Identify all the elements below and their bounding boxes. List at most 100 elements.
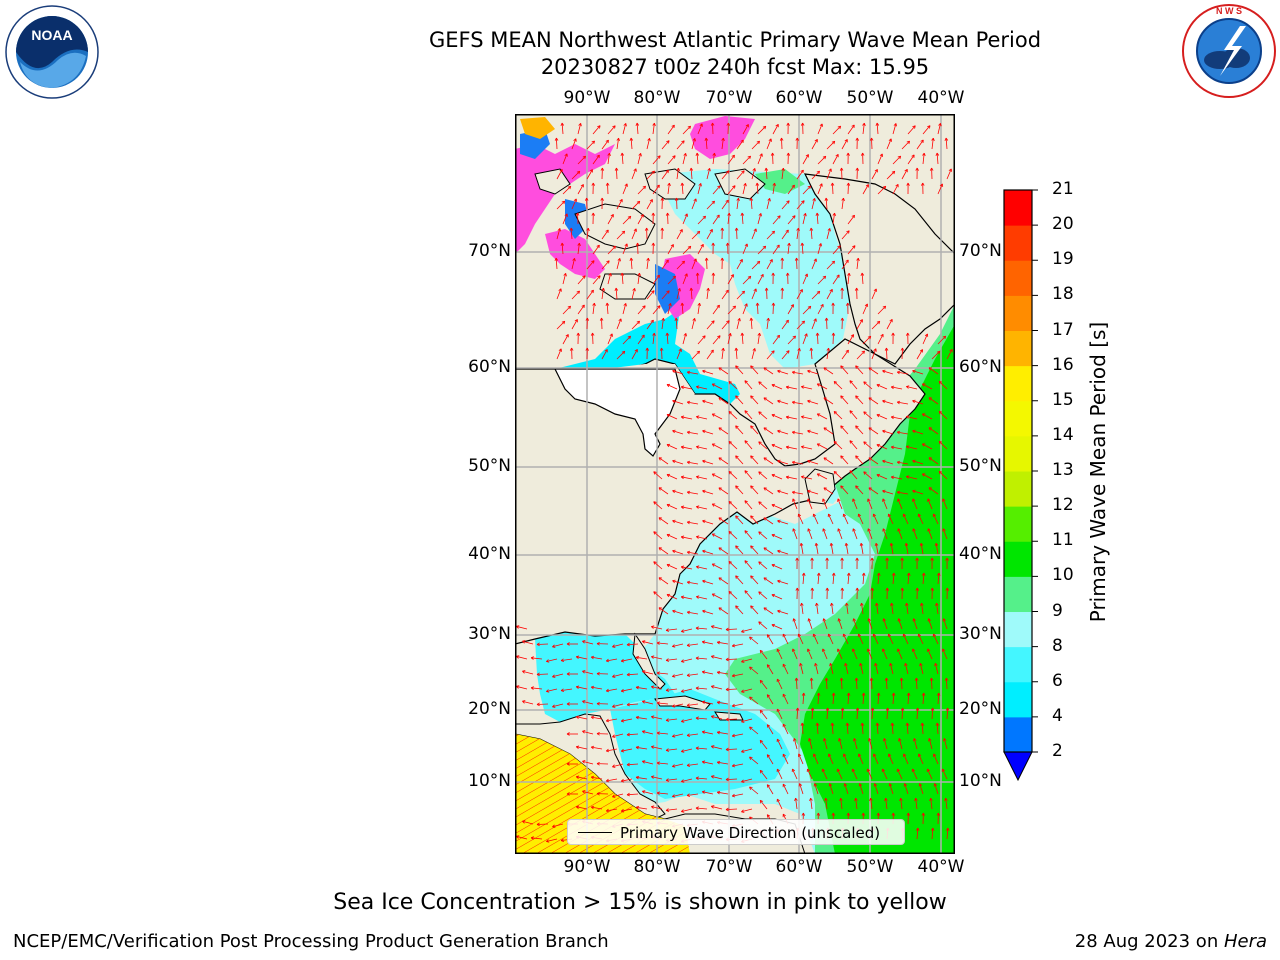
wave-arrow-head: [666, 473, 671, 478]
wave-arrow-head: [582, 670, 586, 674]
wave-arrow-head: [720, 227, 725, 231]
wave-arrow: [751, 228, 757, 240]
wave-arrow: [913, 738, 918, 750]
wave-arrow-head: [701, 730, 706, 734]
wave-arrow-head: [827, 513, 832, 518]
wave-arrow-head: [833, 381, 838, 385]
wave-arrow: [712, 443, 723, 450]
wave-arrow: [826, 140, 836, 150]
wave-arrow-head: [741, 689, 745, 693]
wave-arrow: [882, 528, 888, 540]
wave-arrow: [870, 798, 873, 810]
wave-arrow: [702, 400, 714, 405]
wave-arrow-head: [552, 644, 556, 648]
colorbar-label: Primary Wave Mean Period [s]: [1086, 321, 1110, 623]
wave-arrow-head: [696, 565, 700, 569]
wave-arrow: [792, 461, 804, 465]
wave-period-map[interactable]: [515, 114, 955, 854]
wave-arrow: [522, 700, 534, 705]
wave-arrow-head: [581, 304, 585, 309]
lat-label-left-70n: 70°N: [468, 241, 511, 261]
wave-arrow-head: [831, 140, 836, 145]
wave-arrow: [759, 680, 768, 690]
wave-arrow-head: [681, 629, 685, 633]
wave-arrow: [840, 485, 849, 495]
wave-arrow-head: [573, 198, 577, 202]
wave-arrow: [757, 245, 766, 255]
wave-arrow: [711, 805, 723, 810]
wave-arrow-head: [749, 786, 753, 790]
wave-arrow: [727, 274, 734, 285]
wave-arrow: [705, 137, 708, 150]
wave-arrow-head: [939, 183, 944, 187]
wave-arrow: [891, 476, 903, 480]
wave-arrow-head: [914, 677, 919, 681]
wave-arrow-head: [752, 348, 756, 352]
wave-arrow: [886, 138, 892, 150]
wave-arrow: [631, 200, 641, 210]
wave-arrow: [637, 242, 639, 255]
wave-arrow-head: [846, 230, 850, 234]
wave-arrow: [561, 242, 564, 255]
wave-arrow-head: [735, 605, 739, 609]
wave-arrow-head: [735, 545, 739, 549]
wave-arrow: [661, 140, 670, 150]
wave-arrow-head: [815, 332, 820, 336]
wave-arrow: [841, 198, 844, 210]
wave-arrow-head: [867, 498, 871, 502]
wave-arrow: [871, 169, 878, 180]
wave-arrow: [718, 607, 729, 615]
wave-arrow: [546, 688, 558, 692]
colorbar-under-triangle: [1003, 751, 1033, 782]
wave-arrow: [763, 457, 774, 465]
wave-arrow: [653, 471, 663, 480]
wave-arrow: [758, 471, 768, 480]
swell-region-bright-green: [800, 324, 955, 854]
wave-arrow: [728, 561, 738, 570]
wave-arrow: [898, 618, 903, 630]
wave-arrow: [796, 348, 800, 360]
wave-arrow-head: [874, 663, 878, 667]
wave-arrow-head: [906, 385, 910, 389]
wave-arrow-head: [749, 317, 754, 321]
wave-arrow-head: [911, 154, 915, 158]
wave-arrow: [695, 777, 708, 780]
wave-arrow-head: [635, 775, 640, 780]
wave-arrow-head: [849, 380, 853, 384]
wave-arrow: [847, 214, 855, 225]
wave-arrow-head: [718, 367, 722, 371]
wave-arrow-head: [904, 542, 909, 547]
wave-arrow: [631, 228, 637, 240]
wave-arrow: [945, 137, 948, 150]
wave-arrow: [796, 707, 799, 720]
wave-arrow: [823, 487, 834, 495]
wave-arrow: [763, 427, 774, 435]
wave-arrow-head: [891, 170, 896, 175]
wave-arrow: [901, 707, 904, 720]
wave-arrow: [844, 783, 849, 795]
wave-arrow: [802, 213, 806, 225]
wave-arrow: [826, 168, 832, 180]
wave-arrow: [706, 229, 713, 240]
wave-arrow-head: [801, 445, 805, 449]
wave-arrow: [793, 738, 798, 750]
wave-arrow: [658, 547, 669, 555]
wave-arrow-head: [653, 501, 657, 505]
wave-arrow-head: [928, 487, 933, 491]
wave-arrow-head: [794, 257, 799, 261]
wave-arrow: [642, 790, 654, 795]
wave-arrow-head: [932, 633, 937, 638]
wave-arrow: [766, 664, 774, 675]
wave-arrow: [706, 168, 711, 180]
wave-arrow: [871, 288, 877, 300]
wave-arrow-head: [657, 305, 661, 309]
wave-arrow-head: [725, 747, 729, 752]
wave-arrow-head: [777, 399, 781, 404]
wave-arrow-head: [701, 760, 706, 764]
wave-arrow-head: [842, 633, 847, 638]
wave-arrow-head: [653, 591, 657, 595]
wave-arrow: [838, 738, 843, 750]
wave-arrow-head: [927, 618, 931, 622]
wave-arrow: [763, 487, 774, 495]
wave-arrow-head: [731, 733, 736, 738]
